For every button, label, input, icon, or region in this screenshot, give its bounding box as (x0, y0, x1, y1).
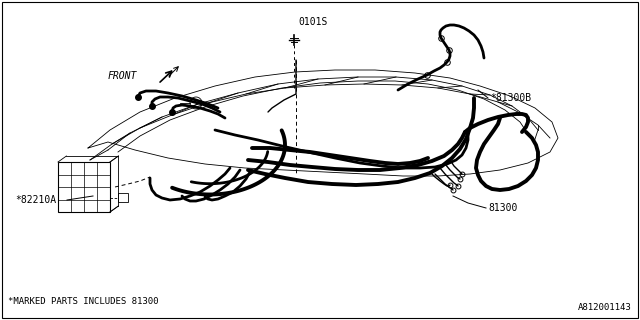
Text: *MARKED PARTS INCLUDES 81300: *MARKED PARTS INCLUDES 81300 (8, 298, 159, 307)
Text: *82210A: *82210A (15, 195, 56, 205)
Bar (58, 162, 110, 212)
Text: 81300: 81300 (488, 203, 517, 213)
Text: A812001143: A812001143 (579, 303, 632, 313)
Text: FRONT: FRONT (108, 71, 138, 81)
Text: *81300B: *81300B (490, 93, 531, 103)
Text: 0101S: 0101S (298, 17, 328, 27)
Bar (118, 193, 128, 202)
